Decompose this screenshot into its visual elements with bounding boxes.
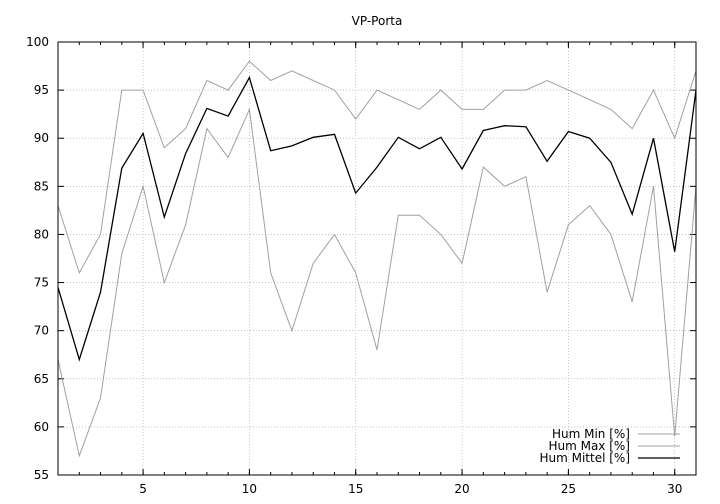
y-tick-label: 65 bbox=[34, 372, 49, 386]
y-tick-label: 85 bbox=[34, 179, 49, 193]
grid-lines bbox=[58, 42, 696, 475]
y-tick-label: 100 bbox=[26, 35, 49, 49]
x-tick-label: 20 bbox=[454, 482, 469, 496]
plot-frame bbox=[57, 41, 697, 476]
legend: Hum Min [%]Hum Max [%]Hum Mittel [%] bbox=[539, 427, 680, 465]
y-tick-label: 95 bbox=[34, 83, 49, 97]
series-line-3 bbox=[57, 75, 697, 362]
y-tick-label: 75 bbox=[34, 276, 49, 290]
y-tick-label: 80 bbox=[34, 227, 49, 241]
y-tick-label: 55 bbox=[34, 468, 49, 482]
x-tick-label: 10 bbox=[242, 482, 257, 496]
y-tick-label: 70 bbox=[34, 324, 49, 338]
x-tick-label: 25 bbox=[561, 482, 576, 496]
x-tick-label: 30 bbox=[667, 482, 682, 496]
y-tick-label: 60 bbox=[34, 420, 49, 434]
legend-label: Hum Max [%] bbox=[548, 439, 630, 453]
x-axis-ticks: 5 10 15 20 25 30 bbox=[57, 42, 697, 496]
y-tick-label: 90 bbox=[34, 131, 49, 145]
x-tick-label: 5 bbox=[139, 482, 147, 496]
legend-label: Hum Min [%] bbox=[552, 427, 630, 441]
series-lines bbox=[57, 60, 697, 458]
series-line-2 bbox=[57, 60, 697, 275]
series-line-1 bbox=[57, 107, 697, 458]
x-tick-label: 15 bbox=[348, 482, 363, 496]
legend-label: Hum Mittel [%] bbox=[539, 451, 630, 465]
chart-title: VP-Porta bbox=[352, 14, 403, 28]
